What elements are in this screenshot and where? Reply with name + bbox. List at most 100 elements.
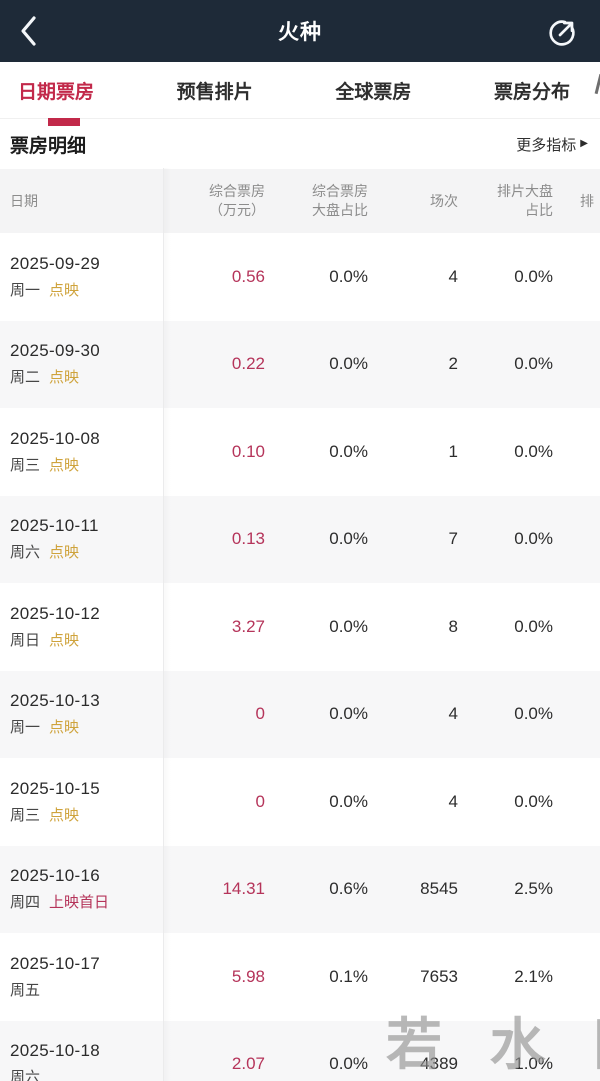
date-value: 2025-09-30 (10, 341, 100, 361)
date-value: 2025-10-08 (10, 428, 100, 448)
gross-share-value: 0.0% (329, 441, 368, 461)
tab-presale-schedule[interactable]: 预售排片 (176, 81, 253, 103)
weekday-line: 周一 点映 (10, 716, 165, 737)
weekday-line: 周四 上映首日 (10, 891, 165, 912)
share-button[interactable] (546, 15, 578, 47)
table-row: 2025-09-30 周二 点映 0.22 0.0% 2 0.0% (0, 320, 600, 408)
gross-share-value: 0.1% (329, 966, 368, 986)
date-cell: 2025-10-18 周六 (0, 1041, 165, 1081)
page-title: 火种 (278, 21, 322, 44)
col-header-cutoff: 排 (580, 192, 594, 209)
gross-value: 0.56 (231, 266, 265, 286)
tab-global-boxoffice[interactable]: 全球票房 (335, 81, 412, 103)
table-row: 2025-10-08 周三 点映 0.10 0.0% 1 0.0% (0, 408, 600, 496)
date-cell: 2025-09-30 周二 点映 (0, 341, 165, 387)
gross-value: 3.27 (231, 616, 265, 636)
tab-date-boxoffice[interactable]: 日期票房 (18, 81, 95, 103)
shows-count-value: 4 (448, 704, 458, 724)
table-row: 2025-10-13 周一 点映 0 0.0% 4 0.0% (0, 670, 600, 758)
gross-value: 0.10 (231, 441, 265, 461)
weekday-value: 周三 (10, 806, 41, 824)
date-cell: 2025-10-13 周一 点映 (0, 691, 165, 737)
gross-share-value: 0.0% (329, 354, 368, 374)
gross-value: 0 (255, 704, 265, 724)
back-chevron-icon (21, 16, 36, 46)
gross-value: 0 (255, 791, 265, 811)
shows-count-value: 1 (448, 441, 458, 461)
date-value: 2025-10-15 (10, 778, 100, 798)
gross-value: 0.13 (231, 529, 265, 549)
table-row: 2025-10-17 周五 5.98 0.1% 7653 2.1% (0, 933, 600, 1021)
gross-share-value: 0.0% (329, 704, 368, 724)
table-row: 2025-10-18 周六 2.07 0.0% 4389 1.0% (0, 1020, 600, 1081)
back-button[interactable] (16, 14, 42, 48)
weekday-line: 周三 点映 (10, 454, 165, 475)
shows-count-value: 8545 (420, 879, 458, 899)
date-value: 2025-10-17 (10, 953, 100, 973)
weekday-value: 周日 (10, 631, 41, 649)
tab-boxoffice-distribution[interactable]: 票房分布 (493, 81, 570, 103)
schedule-share-value: 2.5% (514, 879, 553, 899)
gross-value: 5.98 (231, 966, 265, 986)
date-cell: 2025-09-29 周一 点映 (0, 254, 165, 300)
col-header-shows: 场次 (430, 192, 458, 209)
weekday-value: 周二 (10, 369, 41, 387)
shows-count-value: 7653 (420, 966, 458, 986)
schedule-share-value: 0.0% (514, 791, 553, 811)
gross-share-value: 0.0% (329, 529, 368, 549)
navbar: 火种 (0, 0, 600, 62)
weekday-value: 周一 (10, 281, 41, 299)
date-value: 2025-10-11 (10, 516, 99, 536)
weekday-line: 周三 点映 (10, 804, 165, 825)
release-tag: 点映 (49, 369, 80, 387)
date-value: 2025-10-18 (10, 1041, 100, 1061)
next-tab-cutoff (594, 73, 600, 95)
schedule-share-value: 2.1% (514, 966, 553, 986)
weekday-value: 周六 (10, 544, 41, 562)
weekday-line: 周六 (10, 1066, 165, 1081)
schedule-share-value: 0.0% (514, 354, 553, 374)
frozen-column-divider (163, 168, 164, 1081)
date-cell: 2025-10-08 周三 点映 (0, 429, 165, 475)
table-row: 2025-09-29 周一 点映 0.56 0.0% 4 0.0% (0, 233, 600, 321)
release-tag: 点映 (49, 631, 80, 649)
weekday-value: 周五 (10, 981, 41, 999)
shows-count-value: 2 (448, 354, 458, 374)
weekday-line: 周一 点映 (10, 279, 165, 300)
col-header-gross-share: 综合票房 大盘占比 (312, 183, 368, 218)
date-value: 2025-10-12 (10, 603, 100, 623)
active-tab-indicator (48, 118, 80, 126)
weekday-line: 周五 (10, 979, 165, 1000)
table-row: 2025-10-12 周日 点映 3.27 0.0% 8 0.0% (0, 583, 600, 671)
gross-share-value: 0.6% (329, 879, 368, 899)
release-tag: 点映 (49, 544, 80, 562)
shows-count-value: 7 (448, 529, 458, 549)
section-title: 票房明细 (10, 135, 87, 157)
gross-share-value: 0.0% (329, 791, 368, 811)
shows-count-value: 4389 (420, 1054, 458, 1074)
schedule-share-value: 0.0% (514, 704, 553, 724)
release-tag: 上映首日 (49, 894, 110, 912)
weekday-line: 周二 点映 (10, 366, 165, 387)
weekday-value: 周三 (10, 456, 41, 474)
schedule-share-value: 1.0% (514, 1054, 553, 1074)
schedule-share-value: 0.0% (514, 266, 553, 286)
gross-share-value: 0.0% (329, 266, 368, 286)
date-cell: 2025-10-15 周三 点映 (0, 779, 165, 825)
date-cell: 2025-10-11 周六 点映 (0, 516, 165, 562)
tab-bar: 日期票房 预售排片 全球票房 票房分布 (0, 62, 600, 126)
table-body[interactable]: 2025-09-29 周一 点映 0.56 0.0% 4 0.0% 2025-09… (0, 233, 600, 1081)
weekday-value: 周四 (10, 894, 41, 912)
schedule-share-value: 0.0% (514, 616, 553, 636)
schedule-share-value: 0.0% (514, 529, 553, 549)
col-header-schedule-share: 排片大盘 占比 (497, 183, 553, 218)
chevron-right-icon: ▶ (580, 138, 588, 149)
section-header: 票房明细 更多指标 ▶ (0, 119, 600, 169)
shows-count-value: 4 (448, 266, 458, 286)
date-value: 2025-10-13 (10, 691, 100, 711)
more-indicators-link[interactable]: 更多指标 ▶ (516, 134, 588, 155)
date-cell: 2025-10-17 周五 (0, 954, 165, 1000)
release-tag: 点映 (49, 281, 80, 299)
weekday-value: 周一 (10, 719, 41, 737)
